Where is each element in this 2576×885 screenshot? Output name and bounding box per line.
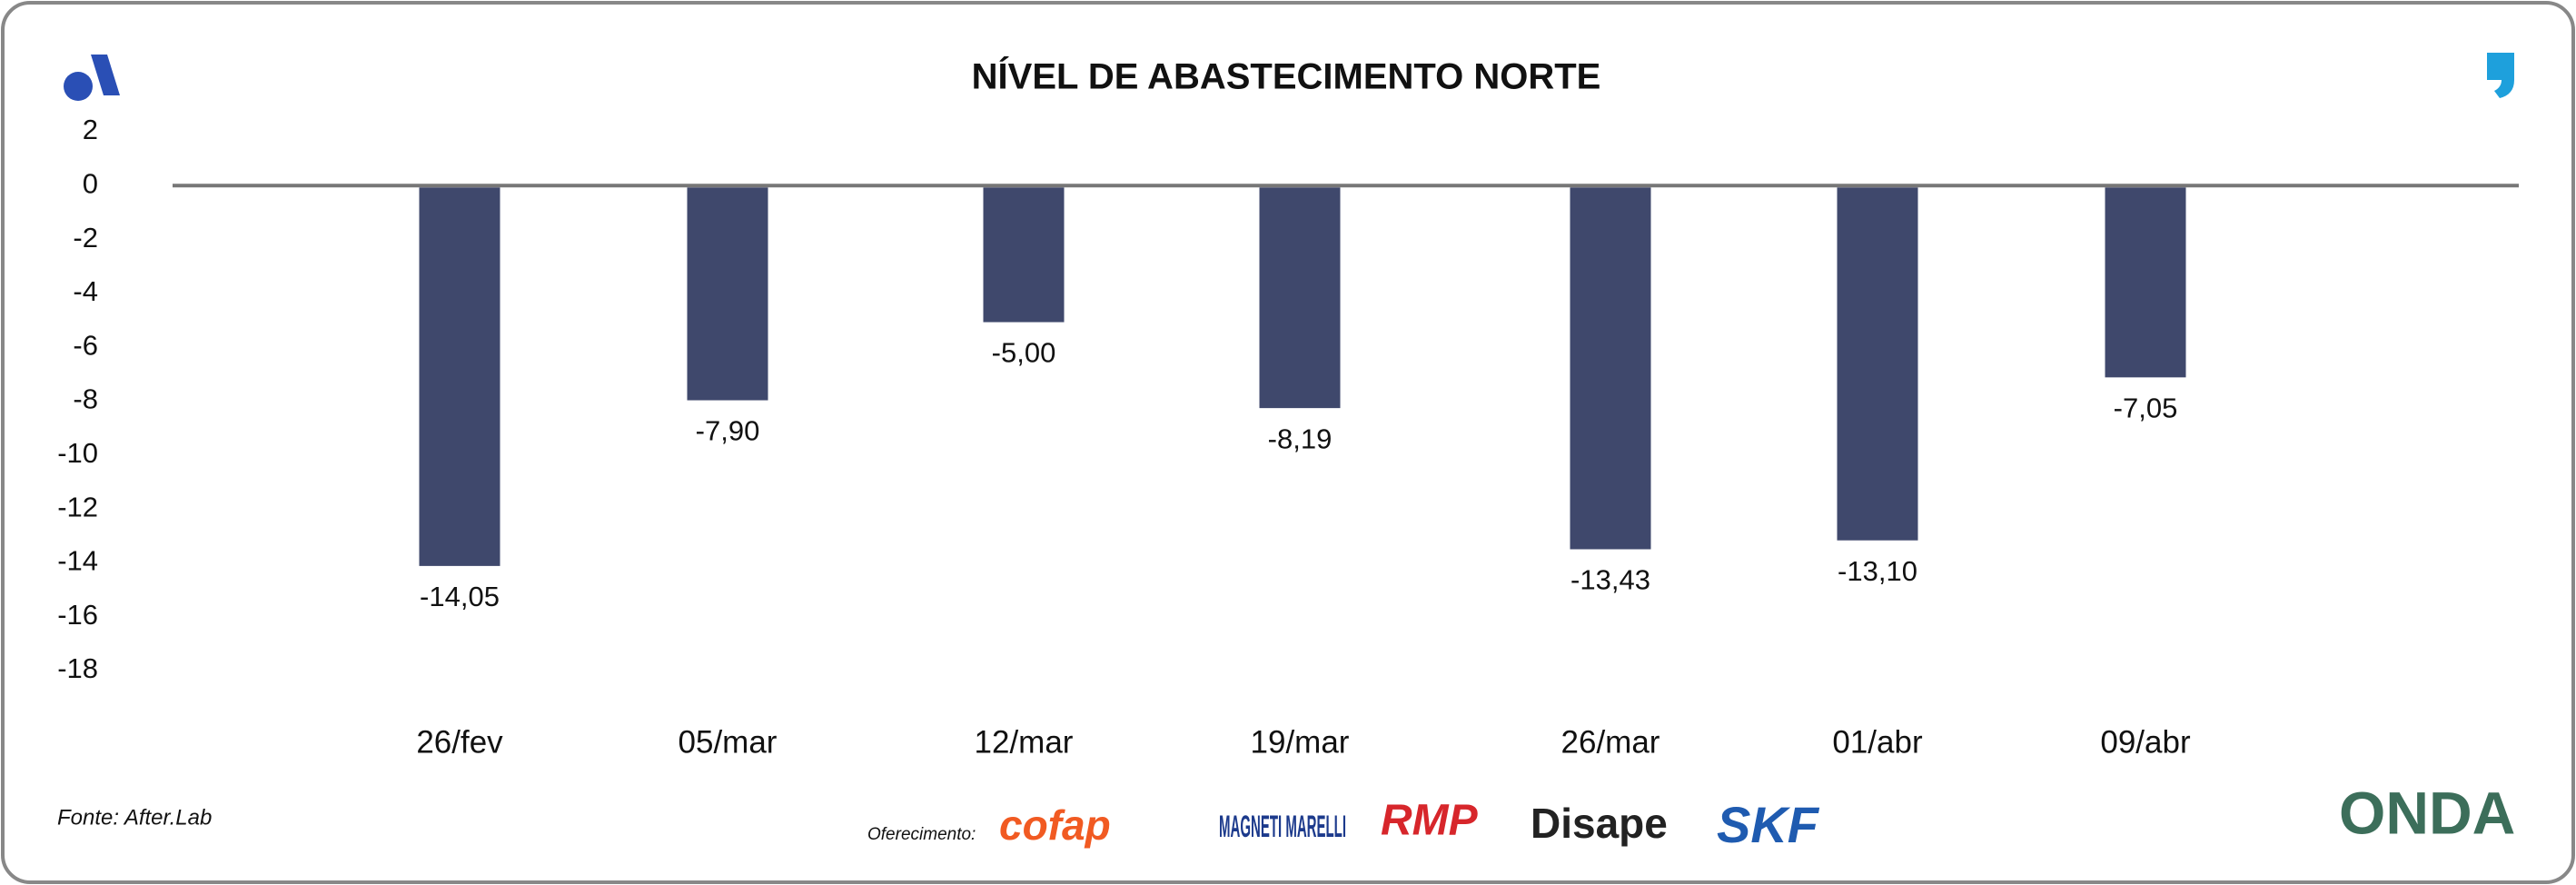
value-label: -13,10 [1838, 555, 1917, 587]
sponsor-logo: SKF [1717, 796, 1820, 853]
y-tick-label: -10 [57, 437, 98, 469]
y-tick-label: -14 [57, 545, 98, 577]
y-tick-label: -16 [57, 599, 98, 631]
y-tick-label: -18 [57, 652, 98, 684]
sponsor-logo: cofap [999, 801, 1111, 849]
brand-logo: ONDA [2339, 779, 2515, 846]
source: Fonte: After.Lab [57, 805, 212, 830]
y-tick-label: -4 [73, 275, 98, 307]
value-label: -5,00 [992, 337, 1056, 369]
x-tick-label: 05/mar [679, 724, 778, 760]
bar [687, 187, 768, 401]
sponsor-label: Oferecimento: [867, 825, 976, 844]
value-label: -7,90 [696, 415, 760, 447]
value-label: -14,05 [420, 581, 500, 612]
value-label: -7,05 [2114, 393, 2178, 424]
bar [1570, 187, 1651, 550]
x-tick-label: 01/abr [1832, 724, 1923, 760]
bar [983, 187, 1065, 323]
x-tick-label: 26/mar [1561, 724, 1660, 760]
x-tick-label: 19/mar [1251, 724, 1350, 760]
bar [1837, 187, 1918, 541]
sponsor-logo: MAGNETI MARELLI [1219, 810, 1346, 844]
chart-title: NÍVEL DE ABASTECIMENTO NORTE [972, 56, 1601, 97]
x-tick-label: 12/mar [975, 724, 1074, 760]
logo-mark [64, 55, 120, 101]
y-tick-label: -6 [73, 329, 98, 361]
y-tick-label: -12 [57, 491, 98, 522]
quote-icon [2487, 53, 2514, 98]
value-label: -13,43 [1570, 564, 1650, 596]
y-tick-label: 0 [83, 167, 98, 199]
bar [419, 187, 500, 566]
bar [2105, 187, 2186, 378]
x-tick-label: 09/abr [2100, 724, 2191, 760]
y-tick-label: -2 [73, 222, 98, 254]
y-tick-label: -8 [73, 383, 98, 415]
sponsor-logo: RMP [1381, 797, 1479, 845]
x-tick-label: 26/fev [416, 724, 503, 760]
sponsor-logo: Disape [1531, 800, 1668, 847]
bar [1259, 187, 1341, 409]
y-tick-label: 2 [83, 114, 98, 145]
value-label: -8,19 [1268, 423, 1333, 454]
